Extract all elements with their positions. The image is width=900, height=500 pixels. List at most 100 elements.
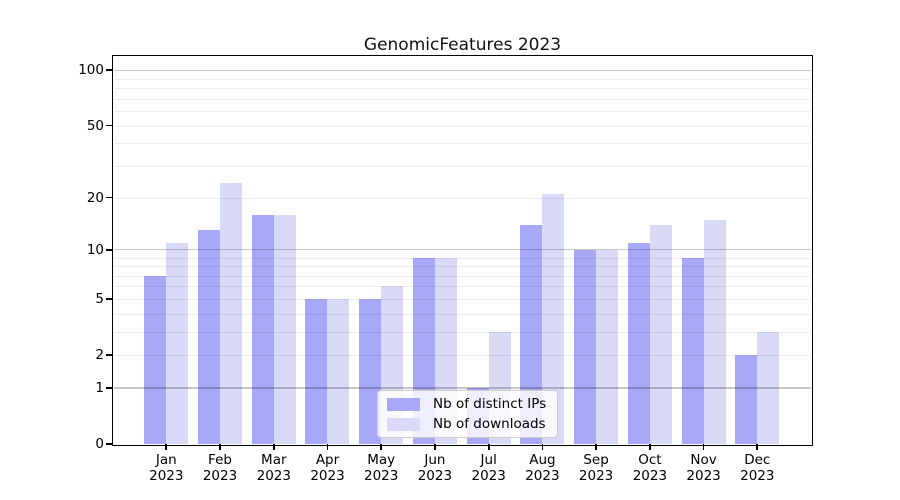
grid-minor-line (114, 286, 811, 288)
bar-downloads (166, 242, 189, 444)
x-tick-label-line: 2023 (256, 467, 291, 484)
x-tick-label: Dec 2023 (725, 452, 789, 485)
bar-distinct-ips (198, 230, 221, 444)
grid-minor-line (114, 266, 811, 268)
x-tick-label-line: Apr (315, 452, 340, 468)
x-tick-mark (595, 444, 597, 450)
bar-downloads (757, 331, 780, 444)
grid-major-line (114, 249, 811, 251)
x-tick-label-line: 2023 (632, 467, 668, 484)
x-tick-label-line: 2023 (686, 467, 721, 484)
grid-minor-line (114, 257, 811, 259)
grid-major-line (114, 387, 811, 389)
legend: Nb of distinct IPs Nb of downloads (377, 390, 559, 438)
grid-minor-line (114, 313, 811, 315)
y-tick-mark (106, 387, 112, 389)
bar-distinct-ips (305, 298, 328, 444)
grid-minor-line (114, 197, 811, 199)
x-tick-mark (649, 444, 651, 450)
x-tick-label: Apr 2023 (296, 452, 360, 485)
grid-minor-line (114, 298, 811, 300)
y-tick-mark (106, 298, 112, 300)
legend-item-distinct-ips: Nb of distinct IPs (387, 396, 546, 412)
legend-item-downloads: Nb of downloads (387, 416, 546, 432)
y-tick-label: 10 (86, 241, 104, 258)
bar-distinct-ips (251, 214, 274, 444)
x-tick-label-line: 2023 (149, 467, 184, 484)
grid-minor-line (114, 98, 811, 100)
x-tick-label-line: Mar (261, 452, 287, 468)
y-tick-mark (106, 248, 112, 251)
x-tick-label: Aug 2023 (510, 452, 574, 485)
bar-downloads (703, 219, 726, 444)
bar-distinct-ips (144, 275, 167, 444)
y-tick-mark (106, 69, 112, 72)
x-tick-label: Oct 2023 (618, 452, 682, 485)
legend-swatch-distinct-ips (387, 397, 420, 411)
legend-label-downloads: Nb of downloads (433, 416, 546, 432)
bar-distinct-ips (520, 224, 543, 444)
grid-minor-line (114, 275, 811, 277)
x-tick-label-line: Jul (480, 452, 497, 468)
x-tick-mark (756, 444, 759, 450)
x-tick-label: Sep 2023 (564, 452, 628, 485)
x-tick-mark (326, 444, 329, 450)
bar-distinct-ips (627, 242, 650, 444)
bar-downloads (596, 249, 619, 444)
bar-downloads (273, 214, 296, 444)
legend-label-distinct-ips: Nb of distinct IPs (433, 396, 547, 412)
x-tick-label: Nov 2023 (672, 452, 736, 485)
chart-title: GenomicFeatures 2023 (363, 35, 562, 55)
grid-minor-line (114, 143, 811, 145)
x-tick-label-line: 2023 (310, 467, 345, 484)
x-tick-label-line: Nov (690, 452, 717, 468)
x-tick-label-line: 2023 (417, 467, 453, 484)
x-tick-label: Mar 2023 (242, 452, 306, 485)
bar-distinct-ips (681, 257, 704, 444)
grid-minor-line (114, 125, 811, 127)
x-tick-label-line: 2023 (578, 467, 614, 484)
x-tick-label: Jun 2023 (403, 452, 467, 485)
y-tick-label: 20 (86, 189, 104, 206)
y-tick-label: 1 (95, 379, 104, 396)
y-tick-label: 0 (95, 436, 104, 452)
x-tick-label: Jan 2023 (134, 452, 198, 485)
x-tick-label-line: May (367, 452, 396, 468)
x-tick-label-line: 2023 (471, 467, 506, 484)
x-tick-label-line: Oct (638, 452, 662, 468)
grid-minor-line (114, 78, 811, 80)
x-tick-mark (219, 444, 221, 450)
plot-area: Nb of distinct IPs Nb of downloads Jan 20… (78, 55, 813, 484)
x-tick-label-line: 2023 (202, 467, 238, 484)
y-tick-label: 2 (95, 347, 104, 363)
x-tick-label-line: 2023 (364, 467, 399, 484)
grid-minor-line (114, 88, 811, 90)
bar-downloads (220, 183, 243, 444)
bar-downloads (542, 193, 565, 444)
grid-minor-line (114, 165, 811, 167)
grid-minor-line (114, 111, 811, 113)
x-tick-label: Feb 2023 (188, 452, 252, 485)
grid-minor-line (114, 355, 811, 356)
x-tick-label-line: Aug (529, 452, 556, 468)
y-tick-label: 50 (86, 117, 104, 134)
bar-distinct-ips (574, 249, 597, 444)
bar-distinct-ips (735, 355, 758, 444)
y-tick-mark (106, 354, 112, 356)
x-tick-mark (541, 444, 544, 450)
y-tick-label: 5 (95, 290, 104, 307)
y-tick-label: 100 (78, 62, 104, 79)
x-tick-mark (165, 444, 168, 450)
x-tick-label: May 2023 (349, 452, 413, 485)
y-tick-mark (106, 443, 112, 445)
x-tick-mark (272, 444, 275, 450)
y-tick-mark (106, 124, 112, 127)
x-tick-mark (434, 444, 436, 450)
x-tick-mark (487, 444, 490, 450)
x-tick-label-line: Feb (208, 452, 232, 468)
x-tick-label-line: Jan (155, 452, 177, 468)
grid-minor-line (114, 331, 811, 333)
y-tick-mark (106, 196, 112, 199)
x-tick-mark (702, 444, 705, 450)
